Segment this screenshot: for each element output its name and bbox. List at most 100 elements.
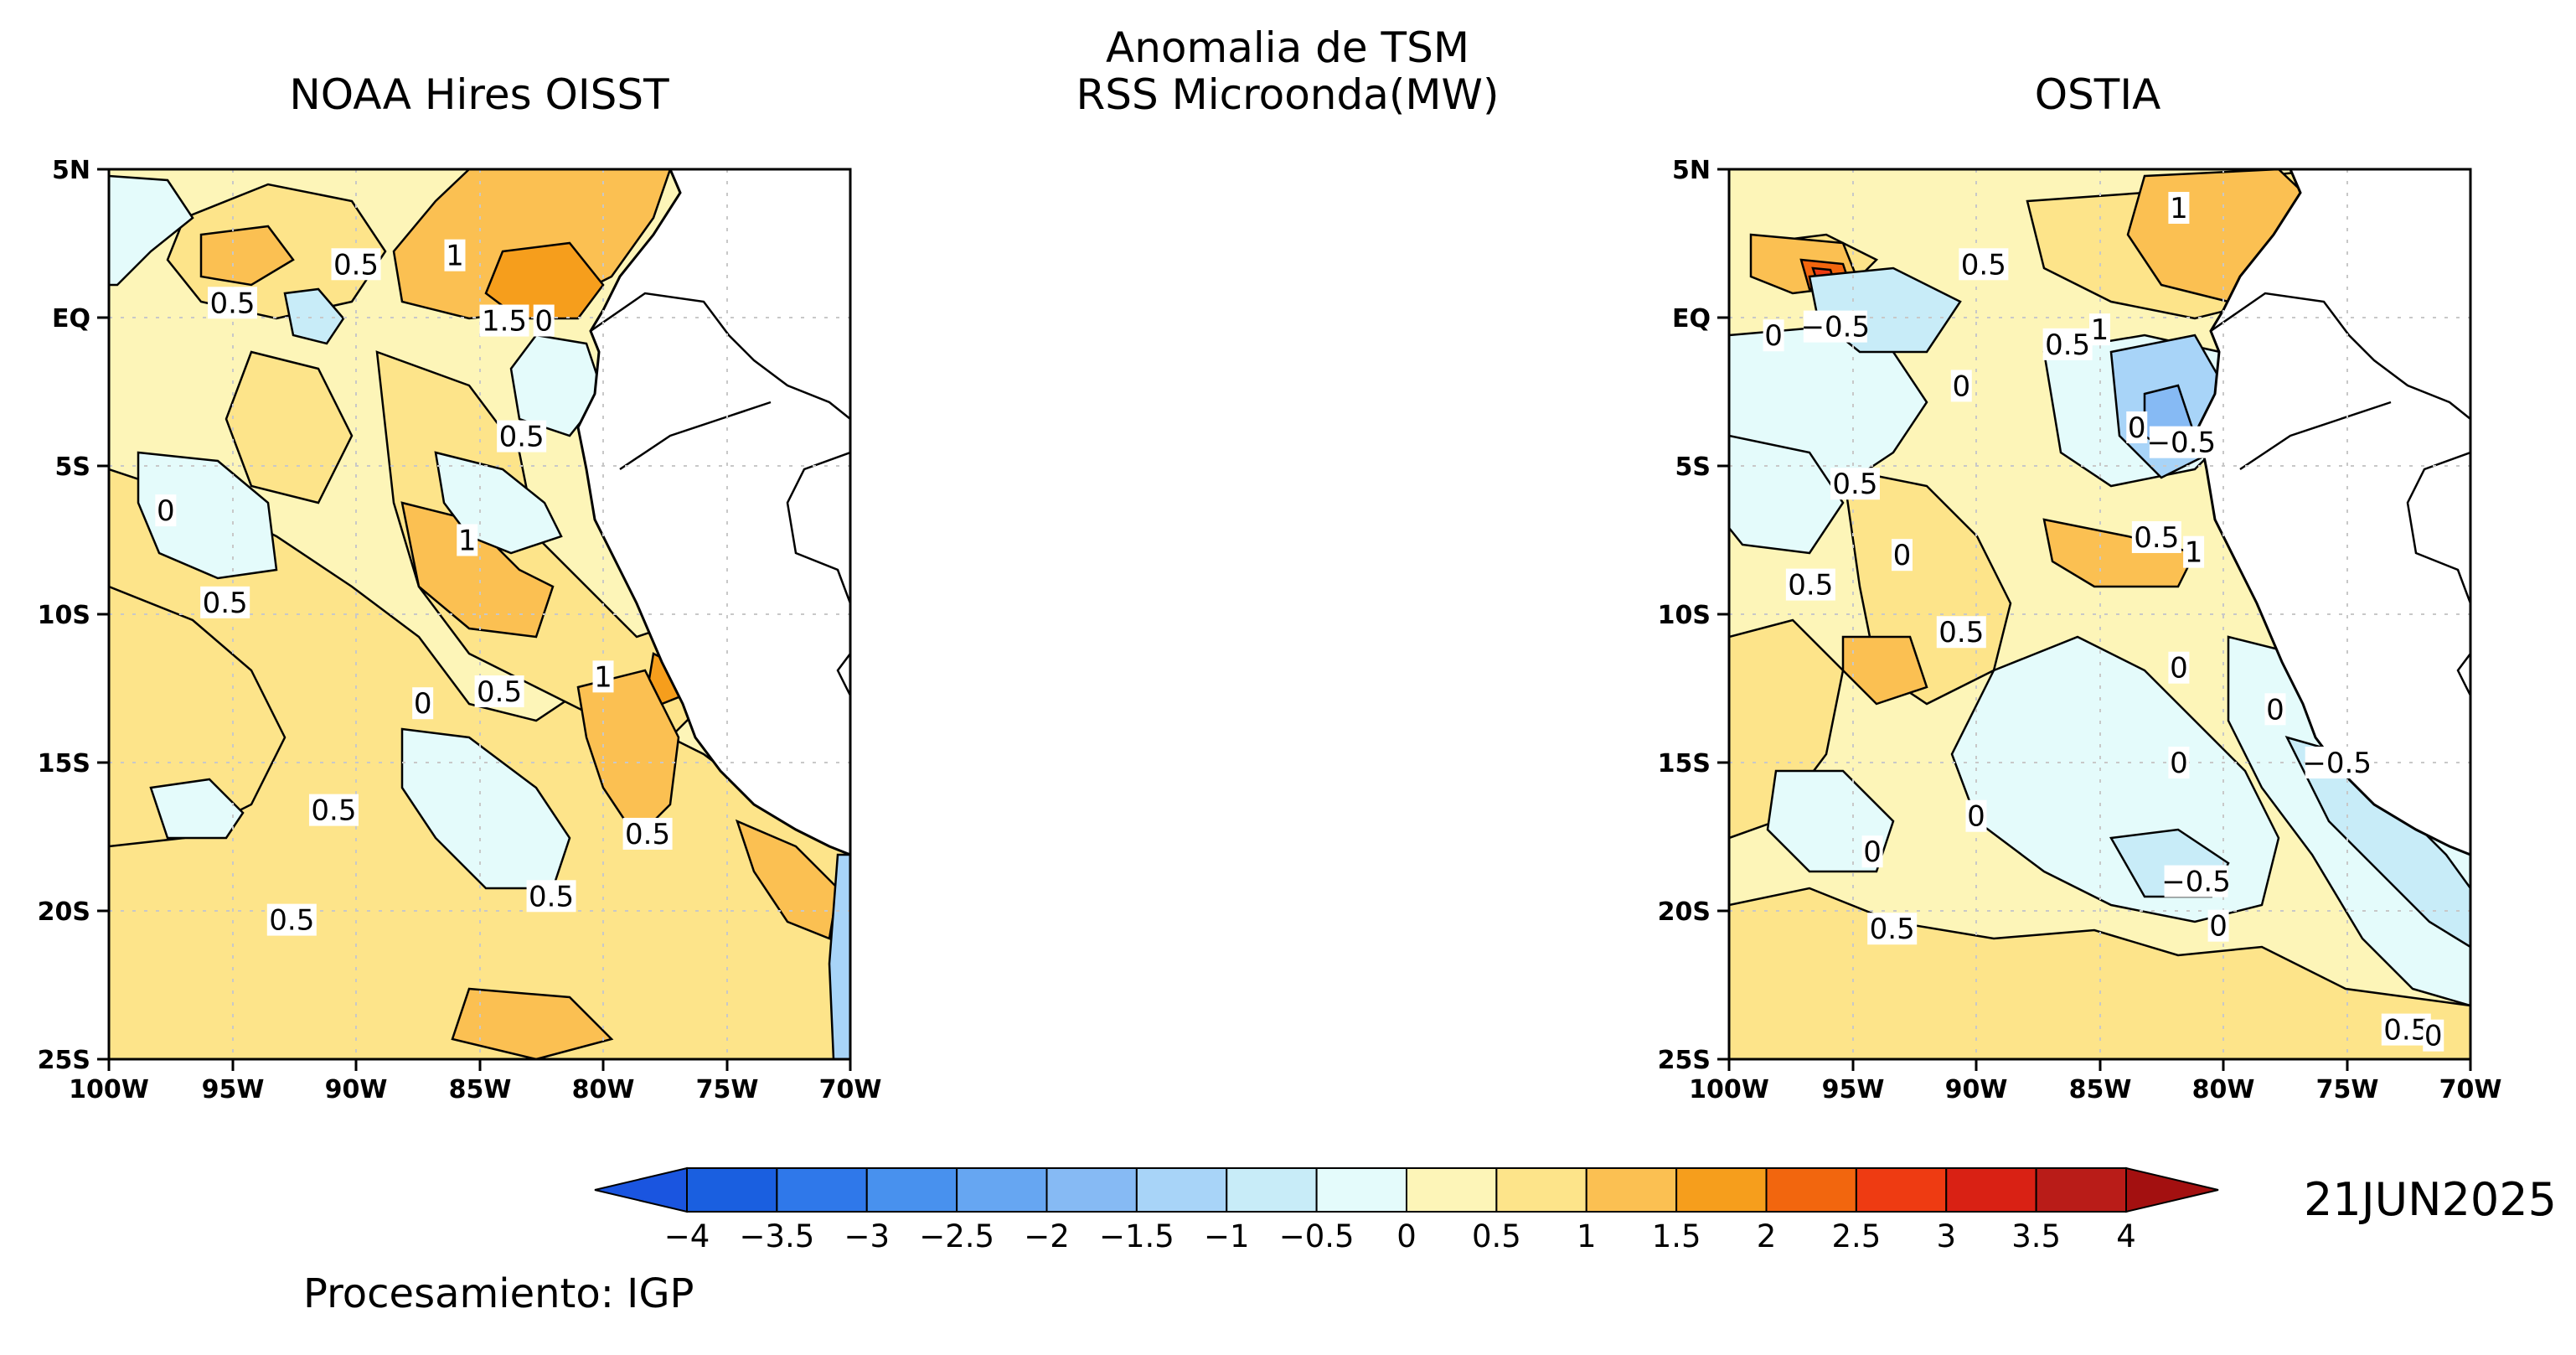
contour-label: 0 [157,494,175,528]
noaa-lon-label: 85W [449,1075,512,1104]
contour-label: 0.5 [311,794,356,828]
contour-label: 0.5 [2134,521,2179,555]
contour-label-bg [533,304,555,337]
noaa-lon-label: 95W [202,1075,265,1104]
contour-label: −0.5 [2302,747,2372,780]
colorbar-swatch [956,1167,1048,1213]
contour-label: 0 [414,687,432,721]
contour-label-bg [2168,651,2190,684]
contour-label: 0.5 [2045,328,2090,362]
colorbar: −4 −3.5 −3 −2.5 −2 −1.5 −1 −0.5 0 0.5 1 1.5 2 2.5 3 3.5… [594,1166,2219,1254]
contour-label: 0.5 [209,287,255,320]
contour-label: 0 [534,305,553,339]
noaa-lat-labels: 5N EQ 5S 10S 15S 20S 25S [38,156,90,1075]
ostia-lat-label: 25S [1658,1046,1711,1075]
contour-label-bg [2089,313,2110,346]
ostia-lon-labels: 100W 95W 90W 85W 80W 75W 70W [1689,1075,2501,1104]
contour-label-bg [2131,520,2181,553]
contour-label-bg [2381,1013,2431,1046]
contour-label-bg [526,880,576,913]
contour-label: 1 [446,240,464,273]
contour-label: 1.5 [482,305,527,339]
contour-label-bg [200,586,250,618]
colorbar-swatch [865,1167,958,1213]
contour-label-bg [2168,747,2190,778]
contour-label-bg [1936,616,1986,649]
ostia-lon-label: 70W [2439,1075,2502,1104]
contour-label-bg [308,794,359,826]
noaa-lat-label: EQ [52,304,90,334]
contour-label-bg [2305,747,2369,778]
contour-label-bg [457,524,478,556]
contour-label-bg [1950,370,1972,402]
ostia-ticks [1717,168,2472,1071]
contour-label: 0 [2170,652,2188,685]
contour-label: 1 [2091,313,2109,347]
ostia-lat-label: 10S [1658,601,1711,630]
noaa-land [576,169,850,856]
colorbar-tick-label: 3.5 [2011,1218,2061,1254]
colorbar-tick-label: 1 [1577,1218,1597,1254]
noaa-lon-label: 75W [696,1075,759,1104]
contour-label-bg [497,420,547,453]
contour-label: 1 [2170,192,2188,225]
contour-label-bg [592,660,614,693]
figure-title-line1: Anomalia de TSM [1106,23,1469,72]
contour-label: 0.5 [529,880,574,913]
contour-label-bg [208,287,257,319]
contour-label: 0.5 [2383,1014,2429,1047]
contour-label-bg [2207,909,2229,942]
noaa-gridlines [109,169,850,1059]
contour-label-bg [1867,913,1918,945]
noaa-lat-label: 10S [38,601,90,630]
contour-label: 0.5 [499,421,545,454]
colorbar-tick-label: 3 [1936,1218,1956,1254]
contour-label-bg [1861,835,1883,868]
contour-label-bg [155,494,177,527]
ostia-lon-label: 100W [1689,1075,1769,1104]
ostia-land [2197,169,2470,856]
contour-label-bg [1830,468,1880,500]
noaa-lon-label: 100W [69,1075,149,1104]
colorbar-swatch [776,1167,868,1213]
colorbar-tick-label: 2 [1757,1218,1777,1254]
colorbar-tick-label: 0.5 [1472,1218,1521,1254]
ostia-contour-labels: 10.50 −0.50.5 100 −0.50.500.5 10.50.500−0.50… [1763,192,2444,1053]
contour-label: 0 [1967,800,1985,834]
noaa-borders [590,292,850,696]
contour-label: 0.5 [203,587,248,620]
colorbar-tick-label: −4 [664,1218,710,1254]
colorbar-tick-label: −3 [844,1218,890,1254]
contour-label-bg [1965,799,1987,832]
contour-label: 0 [1893,539,1912,572]
contour-label-bg [444,239,466,272]
ostia-lat-labels: 5N EQ 5S 10S 15S 20S 25S [1658,156,1711,1075]
contour-label: 0.5 [1938,616,1984,649]
colorbar-tick-label: −2 [1024,1218,1070,1254]
colorbar-swatch [1135,1167,1228,1213]
colorbar-max-triangle [2125,1166,2219,1213]
contour-label-bg [2042,328,2093,360]
contour-label-bg [474,675,524,708]
contour-label: 0.5 [1832,468,1877,501]
contour-label: 1 [594,660,612,694]
contour-label: 0 [2128,411,2146,445]
colorbar-min-triangle [594,1166,688,1213]
ostia-lon-label: 80W [2192,1075,2255,1104]
contour-label-bg [479,304,529,337]
ostia-lat-label: 20S [1658,897,1711,927]
contour-label-bg [1892,539,1913,571]
contour-label-bg [622,817,673,850]
noaa-ticks [97,168,852,1071]
contour-label-bg [1785,568,1835,601]
contour-label: 0.5 [333,248,379,282]
contour-label-bg [2168,192,2190,225]
contour-label-bg [2423,1019,2444,1052]
ostia-borders [2210,292,2470,696]
contour-label: −0.5 [1801,311,1871,344]
colorbar-tick-label: −3.5 [739,1218,814,1254]
ostia-lat-label: 5N [1672,156,1711,185]
contour-label: 0 [1764,319,1783,353]
ostia-lat-label: EQ [1672,304,1711,334]
colorbar-swatch [1765,1167,1857,1213]
